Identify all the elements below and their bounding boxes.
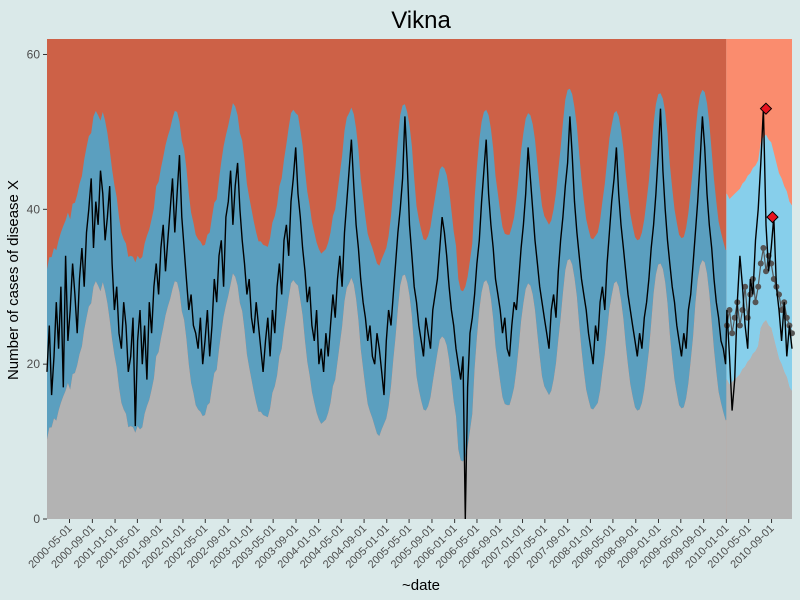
lower-region-surveillance bbox=[726, 320, 792, 519]
chart-title: Vikna bbox=[391, 7, 451, 34]
plot-area bbox=[46, 39, 795, 520]
x-axis-label: ~date bbox=[402, 577, 440, 594]
y-axis-label: Number of cases of disease X bbox=[5, 180, 22, 380]
y-tick-label-40: 40 bbox=[27, 202, 41, 216]
x-axis: 2000-05-012000-09-012001-01-012001-05-01… bbox=[26, 519, 777, 571]
y-tick-label-60: 60 bbox=[27, 47, 41, 61]
lower-region-baseline bbox=[47, 259, 727, 519]
y-axis: 0 20 40 60 bbox=[27, 47, 47, 526]
threshold-band-baseline bbox=[47, 88, 727, 462]
alarm-marker-1 bbox=[766, 210, 779, 224]
observed-cases-line bbox=[46, 108, 793, 520]
alarm-marker-0 bbox=[759, 102, 773, 115]
y-tick-label-0: 0 bbox=[33, 512, 40, 526]
y-tick-label-20: 20 bbox=[27, 357, 41, 371]
